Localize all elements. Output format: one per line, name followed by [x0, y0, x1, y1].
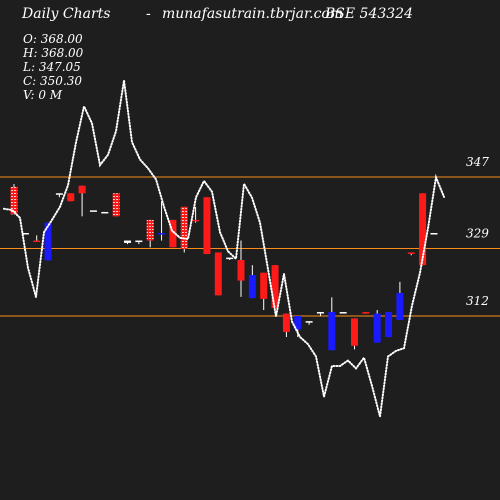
candle-body	[396, 292, 404, 320]
candle-body	[373, 313, 381, 343]
candle-body	[407, 252, 415, 254]
candle-body	[430, 232, 438, 235]
candle-body	[351, 318, 358, 346]
candle-body	[78, 185, 86, 194]
candle-body	[101, 211, 109, 214]
candle-body	[33, 240, 41, 243]
candle-body	[146, 219, 154, 241]
candle-body	[67, 193, 75, 202]
header-separator: -	[146, 6, 151, 22]
candle-body	[10, 186, 18, 215]
candle-body	[316, 312, 324, 314]
candle-body	[203, 197, 211, 255]
level-label-312: 312	[466, 294, 489, 308]
candle-body	[214, 252, 222, 296]
candle-body	[55, 193, 63, 195]
chart-title: Daily Charts	[22, 6, 111, 22]
candle-body	[419, 193, 427, 266]
candle-body	[44, 222, 52, 261]
candle-body	[294, 316, 302, 330]
open-value: O: 368.00	[23, 32, 83, 46]
candle-body	[260, 272, 268, 299]
site-name: munafasutrain.tbrjar.com	[162, 6, 344, 22]
candle-body	[169, 219, 177, 248]
overlay-dotted-line	[3, 80, 445, 417]
candle-body	[305, 321, 313, 323]
candle-body	[158, 232, 166, 235]
candle-body	[112, 193, 120, 217]
candle-body	[180, 206, 188, 249]
candle-body	[328, 312, 336, 351]
candle-body	[385, 312, 393, 338]
symbol-label: BSE 543324	[325, 6, 413, 22]
candle-body	[339, 312, 347, 314]
level-label-347: 347	[466, 155, 489, 169]
low-value: L: 347.05	[23, 60, 81, 74]
candle-body	[226, 257, 234, 260]
candle-body	[21, 232, 29, 235]
close-value: C: 350.30	[23, 74, 83, 88]
candle-body	[248, 275, 256, 299]
candle-body	[135, 240, 143, 243]
candle-body	[89, 210, 97, 212]
candle-body	[192, 219, 200, 222]
candle-body	[124, 240, 131, 243]
volume-value: V: 0 M	[23, 88, 63, 102]
candle-body	[362, 312, 370, 314]
level-label-329: 329	[466, 226, 489, 240]
candle-body	[237, 260, 245, 281]
high-value: H: 368.00	[23, 46, 84, 60]
candle-body	[271, 265, 279, 309]
candle-body	[282, 313, 290, 332]
